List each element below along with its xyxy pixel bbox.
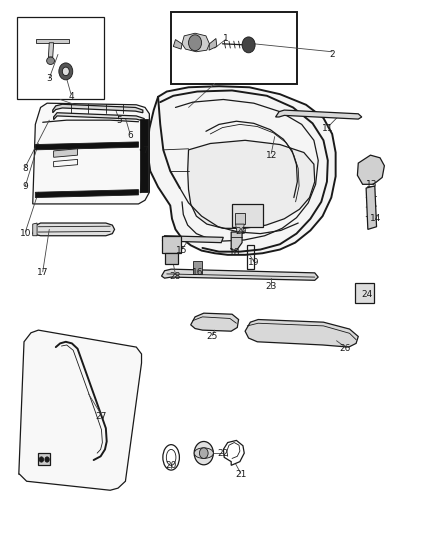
Text: 13: 13: [366, 180, 377, 189]
Text: 25: 25: [207, 332, 218, 341]
Text: 24: 24: [361, 289, 373, 298]
Text: 29: 29: [235, 227, 247, 236]
Text: 3: 3: [46, 74, 52, 83]
Text: 9: 9: [22, 182, 28, 191]
Polygon shape: [231, 232, 242, 251]
Text: 22: 22: [218, 449, 229, 458]
Polygon shape: [53, 149, 78, 157]
Text: 10: 10: [20, 229, 31, 238]
Polygon shape: [355, 284, 374, 303]
Circle shape: [62, 67, 69, 76]
Text: 5: 5: [116, 116, 122, 125]
Text: 17: 17: [37, 268, 49, 277]
Text: 12: 12: [265, 151, 277, 160]
Circle shape: [242, 37, 255, 53]
Polygon shape: [235, 214, 245, 224]
Polygon shape: [357, 155, 385, 184]
Circle shape: [188, 35, 201, 51]
Polygon shape: [162, 269, 318, 280]
Polygon shape: [236, 224, 244, 233]
Circle shape: [59, 63, 73, 80]
Text: 4: 4: [68, 92, 74, 101]
Text: 19: 19: [248, 258, 260, 266]
Ellipse shape: [194, 448, 213, 458]
Text: 27: 27: [96, 411, 107, 421]
Text: 21: 21: [235, 470, 247, 479]
Polygon shape: [36, 38, 69, 43]
Text: 14: 14: [370, 214, 381, 223]
Text: 6: 6: [127, 131, 133, 140]
Polygon shape: [35, 190, 138, 198]
Text: 26: 26: [339, 344, 351, 353]
Polygon shape: [48, 43, 53, 57]
Polygon shape: [209, 38, 217, 50]
Text: 8: 8: [22, 164, 28, 173]
Polygon shape: [39, 453, 50, 465]
Bar: [17, 17, 104, 100]
Polygon shape: [33, 223, 115, 236]
Polygon shape: [165, 253, 178, 264]
Text: 16: 16: [191, 268, 203, 277]
Bar: [171, 12, 297, 84]
Text: 15: 15: [176, 246, 188, 255]
Polygon shape: [162, 236, 223, 243]
Text: 20: 20: [166, 461, 177, 470]
Polygon shape: [366, 186, 377, 229]
Text: 11: 11: [322, 124, 334, 133]
Circle shape: [39, 457, 44, 462]
Polygon shape: [33, 103, 149, 204]
Text: 2: 2: [329, 50, 335, 59]
Polygon shape: [191, 313, 239, 331]
Circle shape: [45, 457, 49, 462]
Polygon shape: [147, 86, 336, 255]
Polygon shape: [33, 223, 37, 236]
Polygon shape: [53, 113, 144, 121]
Polygon shape: [187, 140, 315, 228]
Polygon shape: [19, 330, 141, 490]
Text: 1: 1: [223, 34, 228, 43]
Polygon shape: [182, 33, 209, 52]
Polygon shape: [232, 204, 262, 227]
Polygon shape: [140, 119, 148, 192]
Text: 7: 7: [142, 147, 148, 156]
Text: 18: 18: [229, 248, 240, 257]
Polygon shape: [53, 104, 143, 113]
Polygon shape: [245, 319, 358, 347]
Ellipse shape: [47, 57, 54, 64]
Polygon shape: [173, 39, 182, 49]
Polygon shape: [162, 236, 181, 253]
Text: 23: 23: [265, 282, 277, 291]
Polygon shape: [276, 110, 362, 119]
Polygon shape: [35, 142, 138, 150]
Circle shape: [194, 441, 213, 465]
Text: 28: 28: [170, 271, 181, 280]
Circle shape: [199, 448, 208, 458]
Polygon shape: [193, 261, 201, 274]
